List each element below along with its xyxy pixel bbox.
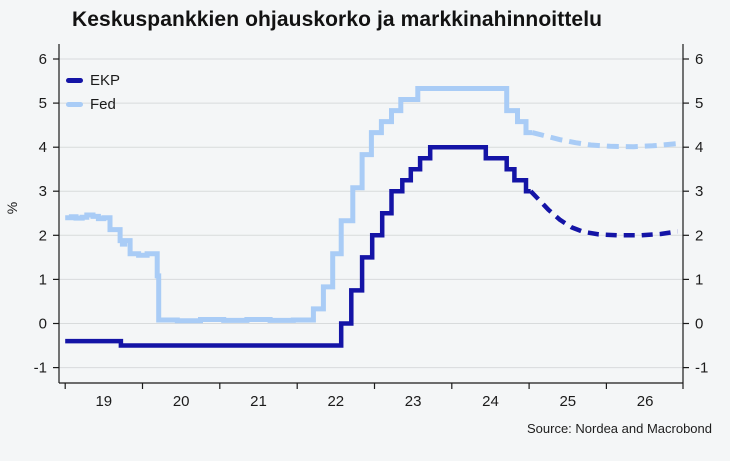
y-tick-label-left: 5 xyxy=(39,95,47,112)
y-tick-label-right: 3 xyxy=(695,183,703,200)
source-note: Source: Nordea and Macrobond xyxy=(526,421,712,436)
y-tick-label-right: -1 xyxy=(695,360,708,377)
legend-swatch-fed xyxy=(66,101,83,107)
series-line-solid-fed xyxy=(65,86,533,324)
y-tick-label-left: 6 xyxy=(39,51,47,68)
y-tick-label-left: 4 xyxy=(39,139,47,156)
y-tick-label-right: 5 xyxy=(695,95,703,112)
y-tick-label-right: 4 xyxy=(695,139,703,156)
y-tick-label-left: -1 xyxy=(34,360,47,377)
y-tick-label-right: 0 xyxy=(695,315,703,332)
y-tick-label-right: 6 xyxy=(695,51,703,68)
y-axis-unit-label: % xyxy=(4,201,21,215)
y-tick-label-left: 2 xyxy=(39,227,47,244)
legend-item-ekp: EKP xyxy=(66,68,120,92)
x-tick-label: 25 xyxy=(559,393,576,410)
x-tick-label: 19 xyxy=(95,393,112,410)
x-tick-label: 26 xyxy=(637,393,654,410)
y-tick-label-left: 1 xyxy=(39,271,47,288)
series-line-solid-ekp xyxy=(65,144,531,348)
legend-label-fed: Fed xyxy=(90,95,116,113)
x-tick-label: 21 xyxy=(250,393,267,410)
series-line-forecast-fed xyxy=(531,130,678,150)
series-line-forecast-ekp xyxy=(529,189,678,238)
y-tick-label-right: 1 xyxy=(695,271,703,288)
x-tick-label: 24 xyxy=(482,393,499,410)
legend-item-fed: Fed xyxy=(66,92,120,116)
y-tick-label-left: 0 xyxy=(39,315,47,332)
legend-swatch-ekp xyxy=(66,77,83,83)
chart-legend: EKP Fed xyxy=(66,68,120,116)
legend-label-ekp: EKP xyxy=(90,71,121,89)
y-tick-label-left: 3 xyxy=(39,183,47,200)
x-tick-label: 23 xyxy=(405,393,422,410)
x-tick-label: 22 xyxy=(327,393,344,410)
x-tick-label: 20 xyxy=(173,393,190,410)
y-tick-label-right: 2 xyxy=(695,227,703,244)
page-title: Keskuspankkien ohjauskorko ja markkinahi… xyxy=(72,8,603,31)
